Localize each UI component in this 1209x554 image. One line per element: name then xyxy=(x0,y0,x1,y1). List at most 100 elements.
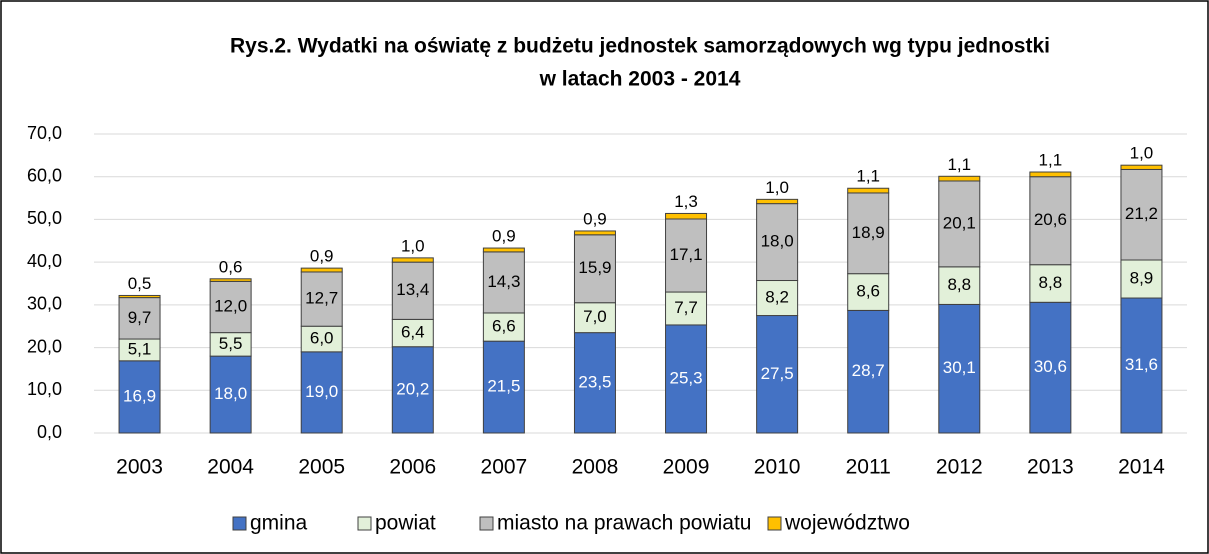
legend-label: gmina xyxy=(250,512,308,535)
data-label: 20,6 xyxy=(1034,210,1067,229)
data-label: 17,1 xyxy=(669,245,702,264)
y-tick-label: 20,0 xyxy=(27,336,62,356)
bar-segment xyxy=(482,312,525,342)
bar-segment xyxy=(391,261,434,320)
data-label: 16,9 xyxy=(123,386,156,405)
bar-segment xyxy=(1120,164,1163,170)
bar-segment xyxy=(118,360,161,434)
y-tick-label: 70,0 xyxy=(27,123,62,143)
legend-swatch xyxy=(232,516,247,531)
bar-segment xyxy=(391,318,434,348)
bar-segment xyxy=(573,234,616,304)
data-label: 14,3 xyxy=(487,272,520,291)
bar-segment xyxy=(1120,168,1163,261)
chart-title: Rys.2. Wydatki na oświatę z budżetu jedn… xyxy=(230,35,1050,58)
data-label: 30,1 xyxy=(943,358,976,377)
data-label: 1,1 xyxy=(856,167,880,186)
bar-segment xyxy=(1029,171,1072,178)
x-tick-label: 2007 xyxy=(481,456,528,479)
bar-segment xyxy=(300,351,343,434)
data-label: 25,3 xyxy=(669,368,702,387)
bar-segment xyxy=(118,294,161,299)
data-label: 23,5 xyxy=(578,372,611,391)
x-tick-label: 2010 xyxy=(754,456,801,479)
data-label: 0,9 xyxy=(310,247,334,266)
x-tick-label: 2006 xyxy=(389,456,436,479)
data-label: 21,2 xyxy=(1125,204,1158,223)
y-tick-label: 60,0 xyxy=(27,165,62,185)
data-label: 1,1 xyxy=(947,155,971,174)
bar-segment xyxy=(847,273,890,311)
data-label: 6,4 xyxy=(401,323,425,342)
bar-segment xyxy=(573,302,616,334)
data-label: 31,6 xyxy=(1125,355,1158,374)
data-label: 8,6 xyxy=(856,282,880,301)
data-label: 5,1 xyxy=(128,339,152,358)
data-label: 20,1 xyxy=(943,213,976,232)
legend-swatch xyxy=(479,516,494,531)
bar-segment xyxy=(756,280,799,317)
legend-label: miasto na prawach powiatu xyxy=(497,512,751,535)
data-label: 5,5 xyxy=(219,334,243,353)
data-label: 1,3 xyxy=(674,192,698,211)
bar-segment xyxy=(938,180,981,268)
data-label: 0,9 xyxy=(492,227,516,246)
bar-segment xyxy=(573,332,616,434)
legend-swatch xyxy=(767,516,782,531)
bar-segment xyxy=(300,267,343,273)
data-label: 7,7 xyxy=(674,298,698,317)
bar-segment xyxy=(482,340,525,434)
bar-segment xyxy=(847,192,890,275)
data-label: 9,7 xyxy=(128,308,152,327)
legend-label: powiat xyxy=(375,512,436,535)
bar-segment xyxy=(391,346,434,434)
data-label: 27,5 xyxy=(761,364,794,383)
data-label: 8,9 xyxy=(1130,268,1154,287)
bar-segment xyxy=(1120,259,1163,299)
data-label: 12,0 xyxy=(214,296,247,315)
bar-segment xyxy=(756,315,799,434)
bar-segment xyxy=(1029,301,1072,434)
data-label: 0,5 xyxy=(128,274,152,293)
data-label: 1,0 xyxy=(401,236,425,255)
data-label: 1,0 xyxy=(1130,144,1154,163)
data-label: 28,7 xyxy=(852,361,885,380)
data-label: 12,7 xyxy=(305,289,338,308)
chart-title: w latach 2003 - 2014 xyxy=(539,68,741,91)
x-tick-label: 2005 xyxy=(298,456,345,479)
x-tick-label: 2003 xyxy=(116,456,163,479)
bar-segment xyxy=(665,212,708,220)
data-label: 30,6 xyxy=(1034,357,1067,376)
bar-segment xyxy=(847,309,890,434)
y-tick-label: 30,0 xyxy=(27,294,62,314)
bar-segment xyxy=(847,187,890,194)
bar-segment xyxy=(665,324,708,434)
data-label: 1,1 xyxy=(1039,151,1063,170)
bar-segment xyxy=(573,230,616,236)
data-label: 0,9 xyxy=(583,209,607,228)
data-label: 13,4 xyxy=(396,280,429,299)
data-label: 21,5 xyxy=(487,377,520,396)
data-label: 8,2 xyxy=(765,288,789,307)
data-label: 6,0 xyxy=(310,329,334,348)
y-tick-label: 0,0 xyxy=(37,422,62,442)
x-tick-label: 2011 xyxy=(846,456,891,479)
x-tick-label: 2014 xyxy=(1118,456,1165,479)
data-label: 19,0 xyxy=(305,382,338,401)
data-label: 18,0 xyxy=(214,384,247,403)
data-label: 15,9 xyxy=(578,258,611,277)
data-label: 8,8 xyxy=(1039,273,1063,292)
data-label: 18,0 xyxy=(761,232,794,251)
bar-segment xyxy=(665,291,708,326)
bar-segment xyxy=(756,198,799,205)
bar-segment xyxy=(209,278,252,282)
x-tick-label: 2004 xyxy=(207,456,254,479)
bar-segment xyxy=(1029,176,1072,266)
data-label: 7,0 xyxy=(583,307,607,326)
y-tick-label: 10,0 xyxy=(27,379,62,399)
bar-segment xyxy=(1029,264,1072,303)
bar-segment xyxy=(391,257,434,263)
data-label: 8,8 xyxy=(947,275,971,294)
bar-segment xyxy=(665,218,708,293)
data-label: 1,0 xyxy=(765,178,789,197)
